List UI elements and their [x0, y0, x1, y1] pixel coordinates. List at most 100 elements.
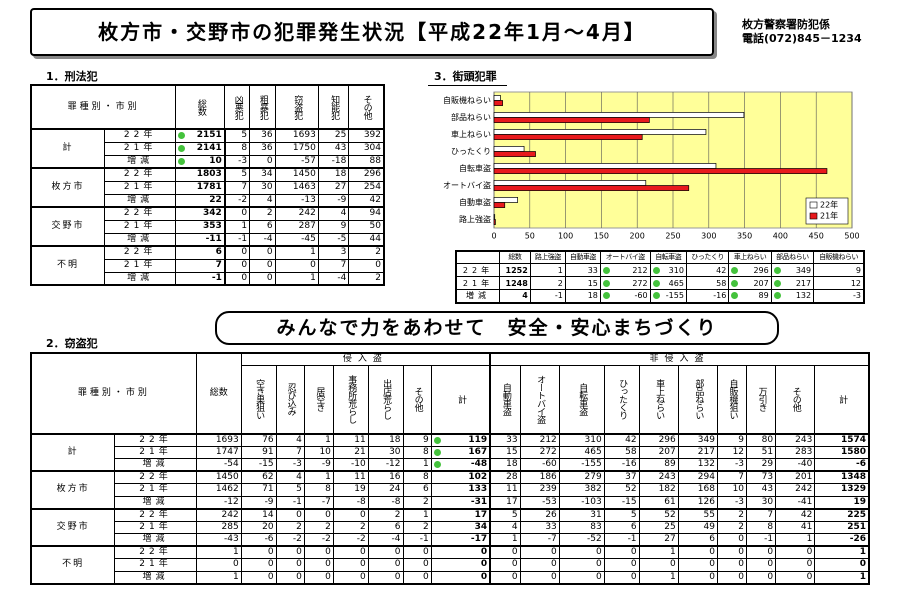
column-header: 計	[814, 365, 870, 434]
cell: 12	[716, 445, 748, 459]
cell: -16	[685, 289, 730, 303]
cell: 9	[402, 433, 432, 447]
cell: 0	[603, 570, 640, 584]
category-label: 自販機ねらい	[443, 95, 491, 105]
cell: 0	[240, 558, 277, 572]
cell: 0	[303, 558, 334, 572]
cell: 0	[775, 545, 816, 559]
bar	[493, 202, 506, 208]
cell: 25	[638, 520, 679, 534]
cell: 1693	[274, 128, 319, 143]
section-label: 2．窃盗犯	[40, 335, 108, 353]
cell: -5	[317, 232, 350, 247]
cell: 296	[728, 263, 772, 277]
cell: 242	[195, 508, 242, 522]
cell: 0	[775, 570, 816, 584]
cell: 2	[716, 520, 748, 534]
cell: 22	[175, 193, 226, 208]
cell: 5	[224, 167, 251, 182]
cell: 73	[746, 470, 777, 484]
cell: 49	[677, 520, 718, 534]
cell: 11	[332, 433, 369, 447]
column-header-text: 忍び込み	[285, 383, 296, 416]
group-label: 枚方市	[30, 167, 105, 208]
cell: 0	[814, 558, 870, 572]
cell: 1	[638, 545, 679, 559]
x-tick-label: 200	[630, 232, 645, 241]
data-row: 交野市 22年 342 0 2 242 4 94	[30, 206, 385, 247]
cell: 342	[175, 206, 226, 221]
column-header: 空き巣狙い	[240, 365, 277, 434]
cell: 0	[489, 558, 521, 572]
cell: 58	[685, 276, 730, 290]
bar	[493, 219, 496, 225]
data-row: 増減 -1 0 0 1 -4 2	[31, 271, 385, 286]
cell: 8	[402, 445, 432, 459]
chart: 0 50 100 150 200 250 300 350 400 450 500 路上強盗 自動車盗 オー…	[443, 91, 860, 241]
cell: 296	[638, 433, 679, 447]
cell: 207	[728, 276, 772, 290]
x-tick-label: 100	[558, 232, 573, 241]
cell: 80	[746, 433, 777, 447]
category-label: オートバイ盗	[443, 180, 491, 190]
cell: 254	[348, 180, 385, 195]
cell: 119	[430, 433, 491, 447]
crime-table: 罪種別・市別 総数 凶悪犯 粗暴犯 窃盗犯 知能犯 その他計 22年 2151 5 36 1693 25…	[30, 84, 385, 286]
header-row: 罪種別・市別 総数 侵入盗 非侵入盗	[30, 352, 870, 434]
cell: 76	[240, 433, 277, 447]
column-header: 自転車盗	[558, 365, 605, 434]
cell: 42	[603, 433, 640, 447]
cell: 43	[317, 141, 350, 156]
cell: 0	[348, 258, 385, 273]
cell: 0	[775, 558, 816, 572]
cell: 4	[489, 520, 521, 534]
street-table: 総数 路上強盗 自動車盗 オートバイ盗 自転車盗 ひったくり 車上ねらい 部品ねらい 自販機ねら…	[455, 250, 865, 304]
bar	[493, 112, 745, 118]
cell: 7	[746, 508, 777, 522]
row-label: 22年	[114, 508, 197, 522]
cell: 6	[175, 245, 226, 260]
legend-swatch	[809, 201, 818, 209]
cell: 0	[430, 570, 491, 584]
row-label: 22年	[103, 167, 177, 182]
cell: 0	[402, 558, 432, 572]
cell: -3	[224, 154, 251, 169]
cell: 0	[430, 558, 491, 572]
cell: -1	[746, 533, 777, 547]
cell: 0	[240, 545, 277, 559]
column-header: オートバイ盗	[519, 365, 560, 434]
cell: 51	[746, 445, 777, 459]
column-header-text: ひったくり	[617, 379, 628, 420]
cell: 29	[746, 458, 777, 472]
cell: -1	[175, 271, 226, 286]
cell: 7	[175, 258, 226, 273]
cell: -3	[716, 495, 748, 509]
row-label: 増減	[114, 533, 197, 547]
cell: -155	[558, 458, 605, 472]
x-tick-label: 0	[491, 232, 496, 241]
cell: 34	[249, 167, 276, 182]
x-tick-label: 300	[701, 232, 716, 241]
cell: 89	[728, 289, 772, 303]
bar	[493, 117, 650, 123]
cell: -2	[224, 193, 251, 208]
category-label: 路上強盗	[459, 214, 491, 224]
cell: 207	[638, 445, 679, 459]
cell: 1463	[274, 180, 319, 195]
column-header: 総数	[195, 352, 242, 434]
bar	[493, 168, 828, 174]
x-tick-label: 450	[809, 232, 824, 241]
column-header-text: 空き巣狙い	[254, 379, 265, 420]
cell: 0	[332, 508, 369, 522]
bar	[493, 163, 717, 169]
row-label: 21年	[103, 180, 177, 195]
title: 枚方市・交野市の犯罪発生状況【平成22年1月～4月】	[98, 20, 646, 44]
cell: 42	[685, 263, 730, 277]
cell: 4	[275, 433, 305, 447]
cell: 294	[677, 470, 718, 484]
data-row: 増減 -12 -9 -1 -7 -8 -8 2 -31 17 -53 -103 -15 61 126 -3 30…	[31, 495, 870, 509]
data-row: 不明 22年 6 0 0 1 3 2	[30, 245, 385, 286]
column-header-text: 部品ねらい	[693, 379, 704, 420]
row-label: 21年	[103, 219, 177, 234]
cell: 2	[348, 271, 385, 286]
